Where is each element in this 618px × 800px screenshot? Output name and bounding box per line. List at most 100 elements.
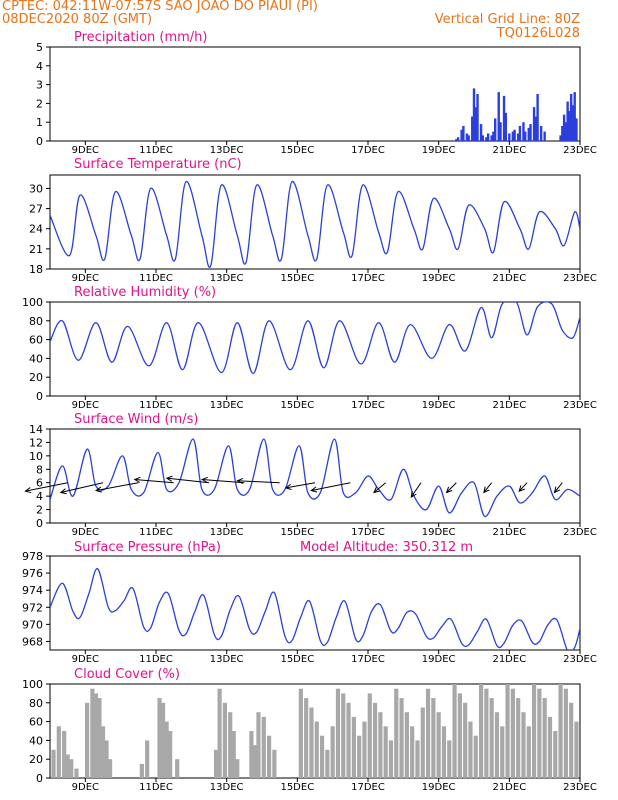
wind-vector-arrow [553, 482, 563, 494]
wind-ytick-label: 4 [36, 490, 43, 503]
cloud-ytick-label: 80 [29, 697, 43, 710]
precip-bar [499, 122, 502, 141]
temp-xtick-label: 23DEC [563, 273, 597, 284]
cloud-bar [526, 726, 531, 778]
cloud-bar [51, 749, 56, 778]
temp-ytick-label: 21 [29, 243, 43, 256]
precip-bar [522, 122, 525, 141]
cloud-bar [484, 688, 489, 778]
wind-vector-arrow [200, 476, 245, 484]
cloud-bar [547, 716, 553, 778]
precip-bar [490, 135, 493, 141]
wind-plot-frame [49, 428, 581, 524]
wind-ytick-label: 6 [36, 477, 43, 490]
rh-xtick-label: 17DEC [351, 400, 385, 411]
cloud-bar [222, 702, 227, 778]
temp-xtick-label: 15DEC [280, 273, 314, 284]
cloud-bar [521, 712, 526, 778]
temp-ytick-label: 18 [29, 263, 43, 276]
press-ytick-label: 976 [22, 567, 43, 580]
rh-ytick-label: 60 [29, 334, 43, 347]
press-ytick-label: 968 [22, 635, 43, 648]
cloud-bar [65, 754, 70, 778]
press-xtick-label: 15DEC [280, 654, 314, 665]
precip-ytick-label: 3 [36, 79, 43, 92]
cloud-bar [473, 735, 478, 778]
cloud-bar [351, 716, 356, 778]
temp-xtick-label: 9DEC [72, 273, 99, 284]
cloud-bar [489, 698, 494, 778]
precip-bar [566, 101, 569, 141]
rh-xtick-label: 15DEC [280, 400, 314, 411]
wind-xtick-label: 17DEC [351, 527, 385, 538]
cloud-bar [325, 749, 330, 778]
precip-bar [513, 129, 516, 141]
cloud-bar [394, 688, 399, 778]
wind-vector-arrow [94, 482, 139, 493]
cloud-bar [447, 740, 452, 778]
wind-vector-arrow [59, 482, 104, 495]
precip-bar [532, 107, 536, 141]
wind-xtick-label: 9DEC [72, 527, 99, 538]
cloud-bar [574, 721, 579, 778]
cloud-bar [420, 707, 425, 778]
wind-xtick-label: 19DEC [422, 527, 456, 538]
cloud-bar [542, 698, 547, 778]
precip-bar [564, 122, 568, 141]
press-plot-frame [49, 555, 581, 651]
precip-bar [479, 124, 483, 141]
rh-xtick-label: 9DEC [72, 400, 99, 411]
wind-vector-arrow [284, 482, 316, 490]
precip-bar [561, 125, 564, 141]
press-xtick-label: 21DEC [492, 654, 526, 665]
rh-ytick-label: 40 [29, 352, 43, 365]
cloud-bar [378, 712, 383, 778]
cloud-bar [457, 693, 462, 778]
precip-ytick-label: 1 [36, 116, 43, 129]
cloud-bar [415, 740, 420, 778]
precip-bar [492, 131, 495, 141]
precip-bar [575, 118, 578, 141]
precip-bar [543, 131, 546, 141]
press-ytick-label: 974 [22, 584, 43, 597]
rh-ytick-label: 80 [29, 315, 43, 328]
precip-ytick-label: 4 [36, 60, 43, 73]
cloud-bar [104, 740, 109, 778]
precip-bar [474, 107, 477, 141]
precip-bar [508, 133, 511, 141]
rh-ytick-label: 0 [36, 390, 43, 403]
cloud-ytick-label: 20 [29, 753, 43, 766]
cloud-bar [304, 698, 309, 778]
precip-bar [497, 92, 500, 141]
cloud-xtick-label: 15DEC [280, 782, 314, 793]
cloud-bar [569, 702, 574, 778]
precip-title: Precipitation (mm/h) [74, 30, 207, 45]
header-grid-note: Vertical Grid Line: 80Z [434, 12, 580, 27]
cloud-bar [249, 731, 254, 778]
cloud-bar [505, 684, 510, 778]
wind-ytick-label: 10 [29, 450, 43, 463]
rh-ytick-label: 100 [22, 296, 43, 309]
cloud-bar [553, 731, 558, 778]
cloud-bar [157, 698, 162, 778]
cloud-bar [330, 726, 335, 778]
cloud-bar [452, 684, 457, 778]
precip-bar [504, 112, 507, 141]
temp-series-line [50, 181, 580, 268]
precip-bar [529, 124, 532, 141]
cloud-ytick-label: 60 [29, 716, 43, 729]
precip-bar [481, 135, 485, 141]
cloud-bar [388, 740, 394, 778]
temp-xtick-label: 11DEC [139, 273, 173, 284]
cloud-bar [85, 702, 90, 778]
precip-bar [511, 131, 515, 141]
cloud-bar [252, 745, 258, 778]
cloud-xtick-label: 23DEC [563, 782, 597, 793]
precip-xtick-label: 11DEC [139, 145, 173, 156]
press-xtick-label: 9DEC [72, 654, 99, 665]
precip-bar [568, 110, 571, 141]
rh-ytick-label: 20 [29, 371, 43, 384]
wind-ytick-label: 8 [36, 463, 43, 476]
cloud-bar [256, 712, 261, 778]
rh-xtick-label: 13DEC [210, 400, 244, 411]
